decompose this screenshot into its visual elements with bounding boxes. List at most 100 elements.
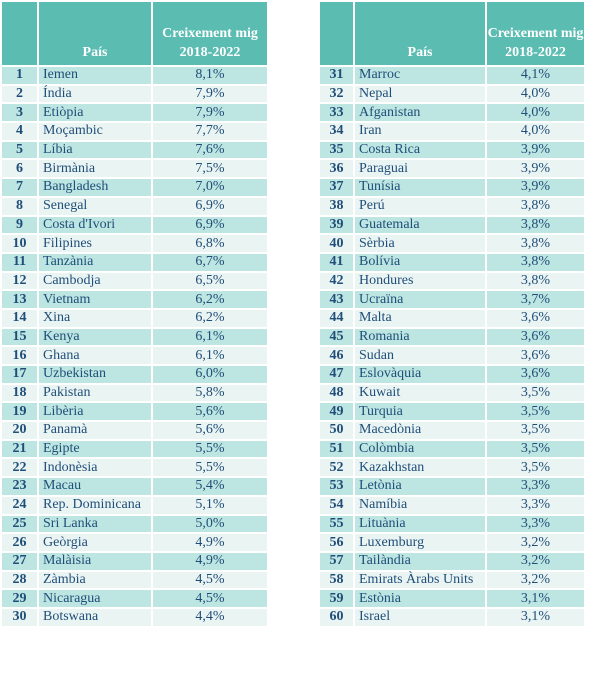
country-cell: Uzbekistan: [37, 364, 153, 385]
table-row: 24 Rep. Dominicana 5,1%: [0, 494, 269, 516]
rank-cell: 8: [0, 195, 39, 217]
growth-cell: 5,5%: [151, 438, 269, 460]
country-cell: Israel: [353, 606, 487, 628]
rank-cell: 29: [0, 588, 39, 609]
country-cell: Romania: [353, 326, 487, 348]
growth-cell: 3,2%: [485, 532, 586, 553]
table-row: 29 Nicaragua 4,5%: [0, 588, 269, 609]
rank-cell: 20: [0, 420, 39, 441]
country-cell: Iemen: [37, 65, 153, 86]
country-cell: Panamà: [37, 420, 153, 441]
country-cell: Malàisia: [37, 550, 153, 572]
country-cell: Moçambic: [37, 121, 153, 142]
table-row: 43 Ucraïna 3,7%: [318, 289, 586, 310]
rank-cell: 11: [0, 251, 39, 273]
table-row: 53 Letònia 3,3%: [318, 476, 586, 497]
growth-cell: 3,2%: [485, 569, 586, 591]
rank-cell: 59: [318, 588, 355, 609]
country-cell: Emirats Àrabs Units: [353, 569, 487, 591]
growth-cell: 6,5%: [151, 270, 269, 292]
country-cell: Xina: [37, 307, 153, 329]
table-row: 23 Macau 5,4%: [0, 476, 269, 497]
country-cell: Cambodja: [37, 270, 153, 292]
growth-cell: 6,1%: [151, 326, 269, 348]
country-cell: Birmània: [37, 158, 153, 180]
rank-cell: 12: [0, 270, 39, 292]
country-cell: Paraguai: [353, 158, 487, 180]
growth-cell: 3,5%: [485, 382, 586, 404]
growth-cell: 3,6%: [485, 307, 586, 329]
growth-cell: 4,0%: [485, 83, 586, 105]
rank-cell: 43: [318, 289, 355, 310]
table-row: 49 Turquia 3,5%: [318, 401, 586, 423]
table-row: 47 Eslovàquia 3,6%: [318, 364, 586, 385]
rank-cell: 27: [0, 550, 39, 572]
table-row: 21 Egipte 5,5%: [0, 438, 269, 460]
country-cell: Bolívia: [353, 251, 487, 273]
growth-cell: 3,6%: [485, 345, 586, 366]
rank-cell: 39: [318, 214, 355, 236]
country-cell: Tunísia: [353, 177, 487, 198]
country-cell: Sri Lanka: [37, 513, 153, 535]
rank-cell: 19: [0, 401, 39, 423]
rank-cell: 18: [0, 382, 39, 404]
growth-cell: 7,7%: [151, 121, 269, 142]
country-cell: Filipines: [37, 233, 153, 254]
growth-cell: 5,6%: [151, 401, 269, 423]
country-cell: Macedònia: [353, 420, 487, 441]
growth-cell: 4,5%: [151, 588, 269, 609]
rank-cell: 23: [0, 476, 39, 497]
rank-cell: 21: [0, 438, 39, 460]
country-cell: Vietnam: [37, 289, 153, 310]
rank-cell: 46: [318, 345, 355, 366]
country-cell: Líbia: [37, 139, 153, 161]
growth-header: Creixement mig 2018-2022: [151, 0, 269, 67]
rank-cell: 35: [318, 139, 355, 161]
rank-cell: 15: [0, 326, 39, 348]
growth-cell: 6,2%: [151, 307, 269, 329]
table-row: 22 Indonèsia 5,5%: [0, 457, 269, 479]
country-cell: Pakistan: [37, 382, 153, 404]
table-row: 20 Panamà 5,6%: [0, 420, 269, 441]
rank-cell: 32: [318, 83, 355, 105]
growth-cell: 3,9%: [485, 139, 586, 161]
table-row: 42 Hondures 3,8%: [318, 270, 586, 292]
growth-table-left: País Creixement mig 2018-2022 1 Iemen 8,1%…: [0, 0, 269, 628]
rank-cell: 52: [318, 457, 355, 479]
country-cell: Indonèsia: [37, 457, 153, 479]
country-cell: Afganistan: [353, 102, 487, 124]
table-row: 38 Perú 3,8%: [318, 195, 586, 217]
rank-cell: 57: [318, 550, 355, 572]
country-cell: Eslovàquia: [353, 364, 487, 385]
growth-cell: 3,9%: [485, 158, 586, 180]
rank-cell: 33: [318, 102, 355, 124]
table-row: 41 Bolívia 3,8%: [318, 251, 586, 273]
table-row: 57 Tailàndia 3,2%: [318, 550, 586, 572]
rank-cell: 3: [0, 102, 39, 124]
table-row: 35 Costa Rica 3,9%: [318, 139, 586, 161]
table-row: 2 Índia 7,9%: [0, 83, 269, 105]
growth-cell: 4,0%: [485, 121, 586, 142]
growth-cell: 6,0%: [151, 364, 269, 385]
rank-cell: 58: [318, 569, 355, 591]
country-cell: Senegal: [37, 195, 153, 217]
rank-cell: 42: [318, 270, 355, 292]
country-cell: Rep. Dominicana: [37, 494, 153, 516]
table-row: 9 Costa d'Ivori 6,9%: [0, 214, 269, 236]
rank-cell: 47: [318, 364, 355, 385]
table-row: 3 Etiòpia 7,9%: [0, 102, 269, 124]
growth-cell: 3,1%: [485, 606, 586, 628]
rank-cell: 31: [318, 65, 355, 86]
rank-cell: 14: [0, 307, 39, 329]
table-row: 27 Malàisia 4,9%: [0, 550, 269, 572]
growth-cell: 3,9%: [485, 177, 586, 198]
growth-cell: 3,3%: [485, 494, 586, 516]
growth-cell: 3,8%: [485, 251, 586, 273]
table-row: 18 Pakistan 5,8%: [0, 382, 269, 404]
table-row: 54 Namíbia 3,3%: [318, 494, 586, 516]
country-cell: Tanzània: [37, 251, 153, 273]
table-row: 55 Lituània 3,3%: [318, 513, 586, 535]
rank-cell: 51: [318, 438, 355, 460]
growth-cell: 4,9%: [151, 532, 269, 553]
rank-cell: 1: [0, 65, 39, 86]
